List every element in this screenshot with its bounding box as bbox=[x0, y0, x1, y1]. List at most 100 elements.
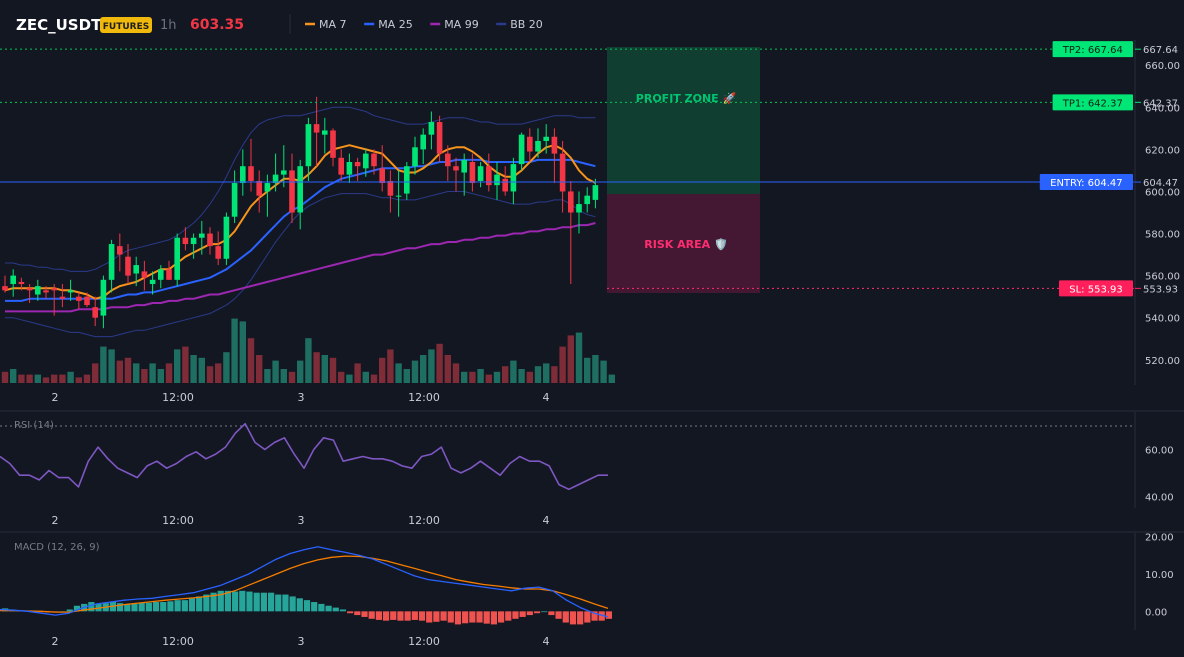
macd-histogram-bar bbox=[605, 611, 613, 619]
rsi-title: RSI (14) bbox=[14, 420, 54, 431]
rsi-time-label: 4 bbox=[543, 514, 550, 527]
volume-bar bbox=[452, 363, 460, 383]
candle-body bbox=[461, 159, 467, 173]
entry-tag bbox=[1039, 174, 1133, 191]
candle-body bbox=[387, 180, 394, 196]
rsi-time-axis: 2 12:00 3 12:00 4 bbox=[52, 514, 550, 527]
candle-body bbox=[240, 166, 246, 184]
macd-indicator bbox=[0, 546, 613, 625]
candle-body bbox=[281, 170, 287, 175]
tp2-tag-label: TP2: 667.64 bbox=[1062, 45, 1123, 56]
rsi-time-label: 12:00 bbox=[408, 514, 440, 527]
candle-body bbox=[199, 233, 205, 238]
candle-body bbox=[108, 244, 115, 280]
volume-bar bbox=[141, 369, 148, 383]
candle-body bbox=[256, 180, 262, 196]
candle-body bbox=[518, 134, 525, 165]
candle-body bbox=[502, 178, 508, 192]
macd-histogram-bar bbox=[145, 602, 152, 612]
candle-body bbox=[133, 265, 139, 274]
candle-body bbox=[190, 237, 197, 245]
legend-label-3: BB 20 bbox=[510, 18, 543, 31]
volume-bar bbox=[518, 369, 525, 383]
candle-body bbox=[477, 166, 484, 181]
macd-histogram-bar bbox=[562, 611, 569, 623]
volume-bar bbox=[116, 360, 123, 383]
macd-title: MACD (12, 26, 9) bbox=[14, 542, 100, 553]
volume-bar bbox=[1, 371, 9, 383]
macd-histogram-bar bbox=[88, 602, 95, 612]
price-axis[interactable]: 520.00 540.00 560.00 580.00 600.00 620.00 640.… bbox=[1145, 61, 1180, 367]
volume-bar bbox=[231, 318, 238, 383]
volume-bar bbox=[493, 371, 501, 383]
candle-body bbox=[404, 166, 410, 194]
price-tick-label: 560.00 bbox=[1145, 272, 1180, 283]
volume-bar bbox=[403, 369, 410, 383]
price-tags: TP2: 667.64 667.64 TP1: 642.37 642.37 ENTRY:… bbox=[1039, 41, 1178, 297]
volume-bar bbox=[608, 374, 615, 383]
legend-label-1: MA 25 bbox=[378, 18, 413, 31]
candle-body bbox=[10, 275, 16, 285]
macd-histogram-bar bbox=[66, 609, 73, 612]
candle-body bbox=[2, 286, 8, 291]
futures-badge-label: FUTURES bbox=[103, 22, 149, 32]
time-axis[interactable]: 2 12:00 3 12:00 4 bbox=[52, 391, 550, 404]
volume-bar bbox=[346, 374, 353, 383]
macd-histogram-bar bbox=[282, 594, 289, 612]
volume-bar bbox=[182, 346, 189, 383]
candle-body bbox=[584, 195, 590, 205]
volume-bar bbox=[297, 360, 304, 383]
volume-bar bbox=[223, 352, 230, 383]
macd-histogram-bar bbox=[246, 591, 253, 612]
price-pane[interactable]: PROFIT ZONE 🚀 RISK AREA 🛡️ 520.00540.005… bbox=[0, 40, 1180, 404]
macd-histogram-bar bbox=[505, 611, 512, 621]
volume-bar bbox=[313, 352, 320, 383]
macd-histogram-bar bbox=[188, 598, 196, 612]
candle-body bbox=[305, 124, 312, 167]
candle-body bbox=[354, 162, 361, 167]
macd-histogram-bar bbox=[476, 611, 483, 623]
candle-body bbox=[559, 153, 566, 192]
macd-histogram-bar bbox=[117, 603, 124, 612]
candle-body bbox=[248, 166, 254, 181]
macd-histogram-bar bbox=[440, 611, 447, 621]
macd-histogram-bar bbox=[497, 611, 505, 623]
macd-histogram-bar bbox=[382, 611, 390, 621]
main-time-label: 12:00 bbox=[162, 391, 194, 404]
candle-body bbox=[92, 307, 98, 318]
volume-bars bbox=[1, 318, 615, 383]
bb-upper-line bbox=[5, 106, 596, 272]
volume-bar bbox=[190, 355, 197, 383]
candle-body bbox=[379, 168, 385, 184]
macd-histogram-bar bbox=[519, 611, 526, 617]
candle-body bbox=[26, 288, 33, 291]
macd-histogram-bar bbox=[289, 596, 296, 612]
volume-bar bbox=[206, 366, 214, 383]
macd-histogram-bar bbox=[210, 592, 217, 612]
volume-bar bbox=[551, 366, 558, 383]
rsi-pane[interactable]: RSI (14) 40.00 60.00 2 12:00 3 12:00 4 bbox=[0, 412, 1174, 527]
interval-label[interactable]: 1h bbox=[160, 18, 177, 33]
macd-histogram-bar bbox=[447, 611, 454, 623]
symbol-name[interactable]: ZEC_USDT bbox=[16, 16, 102, 34]
macd-histogram-bar bbox=[533, 611, 541, 614]
volume-bar bbox=[485, 374, 492, 383]
candle-body bbox=[453, 166, 459, 171]
macd-histogram-bar bbox=[418, 611, 426, 621]
macd-pane[interactable]: MACD (12, 26, 9) 0.00 10.00 20.00 2 12:00 3 1… bbox=[0, 533, 1174, 648]
candle-body bbox=[264, 183, 271, 192]
candlesticks bbox=[2, 96, 599, 329]
macd-histogram-bar bbox=[598, 611, 605, 621]
chart-header: ZEC_USDT FUTURES 1h 603.35 MA 7 MA 25 MA 9… bbox=[16, 14, 543, 34]
volume-bar bbox=[338, 371, 345, 383]
candle-body bbox=[297, 166, 303, 213]
macd-time-label: 4 bbox=[543, 635, 550, 648]
macd-histogram-bar bbox=[361, 611, 368, 617]
volume-bar bbox=[256, 355, 263, 383]
candle-body bbox=[174, 237, 180, 280]
macd-time-label: 12:00 bbox=[408, 635, 440, 648]
candle-body bbox=[436, 122, 443, 154]
macd-signal-line bbox=[0, 555, 609, 613]
